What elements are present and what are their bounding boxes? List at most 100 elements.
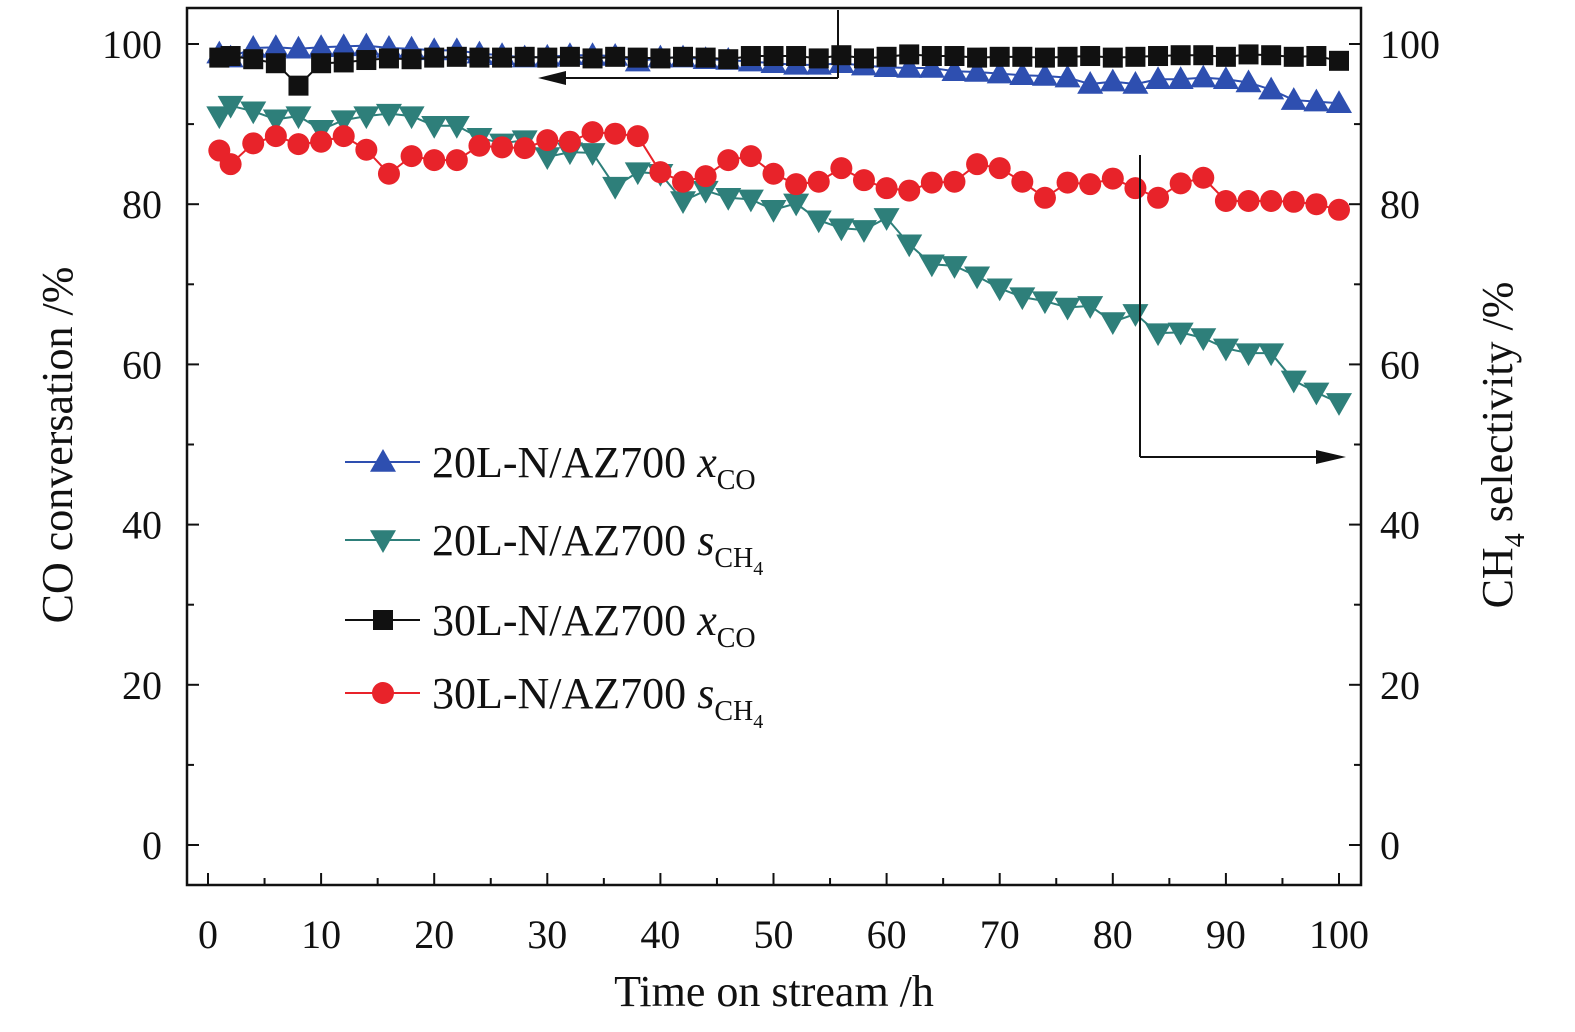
data-point (1215, 46, 1236, 67)
data-point (1303, 88, 1330, 112)
data-point (852, 169, 875, 192)
data-point (1122, 304, 1149, 327)
data-point (605, 46, 626, 67)
data-point (1145, 66, 1172, 89)
data-point (375, 103, 402, 127)
x-tick-label: 70 (980, 912, 1020, 957)
data-point (1328, 198, 1350, 221)
data-point (537, 47, 558, 68)
data-point (1077, 71, 1104, 94)
data-point (805, 210, 832, 234)
legend: 20L-N/AZ700 xCO 20L-N/AZ700 sCH4 30L-N/AZ7… (345, 438, 763, 733)
legend-marker (370, 449, 396, 472)
data-point (559, 46, 580, 67)
data-point (491, 136, 514, 159)
data-point (763, 46, 784, 67)
data-point (920, 171, 943, 194)
series-2 (206, 95, 1352, 416)
x-tick-label: 10 (301, 912, 341, 957)
data-point (1145, 323, 1172, 347)
data-point (206, 106, 233, 130)
y-left-tick-label: 40 (122, 503, 162, 548)
y-right-tick-label: 0 (1380, 823, 1400, 868)
data-point (1258, 76, 1285, 100)
data-point (830, 157, 853, 180)
x-tick-label: 50 (754, 912, 794, 957)
data-point (469, 47, 490, 68)
x-tick-label: 0 (198, 912, 218, 957)
data-point (715, 188, 742, 211)
data-point (1124, 177, 1147, 200)
data-point (220, 46, 241, 67)
series-layer (206, 32, 1352, 416)
data-point (1102, 47, 1123, 68)
data-point (807, 170, 830, 193)
legend-label-subscript: CH (714, 543, 753, 574)
data-point (377, 162, 400, 185)
x-axis-title: Time on stream /h (614, 967, 934, 1016)
legend-label: 30L-N/AZ700 xCO (432, 596, 756, 654)
data-point (875, 177, 898, 200)
data-point (876, 46, 897, 67)
legend-label-variable: x (696, 596, 717, 645)
data-point (1167, 66, 1194, 89)
series-4 (208, 121, 1350, 221)
y-left-axis-title: CO conversation /% (33, 267, 82, 624)
right-axis-arrow-head (1316, 450, 1346, 464)
data-point (1056, 171, 1079, 194)
data-point (966, 153, 989, 176)
data-point (240, 101, 267, 125)
legend-label: 30L-N/AZ700 sCH4 (432, 669, 763, 733)
data-point (446, 46, 467, 67)
data-point (1169, 172, 1192, 195)
y-right-title-base: CH (1473, 547, 1522, 608)
data-point (330, 110, 357, 134)
data-point (1033, 186, 1056, 209)
data-point (378, 48, 399, 69)
data-point (964, 59, 991, 82)
data-point (718, 49, 739, 70)
data-point (853, 48, 874, 69)
data-point (1099, 68, 1126, 92)
series-line (218, 104, 1340, 404)
data-point (739, 145, 762, 168)
data-point (332, 125, 355, 148)
data-point (265, 53, 286, 74)
data-point (1261, 45, 1282, 66)
data-point (785, 173, 808, 196)
data-point (534, 147, 561, 170)
data-point (242, 132, 265, 155)
data-point (1193, 45, 1214, 66)
data-point (941, 58, 968, 81)
data-point (356, 50, 377, 71)
y-right-tick-label: 80 (1380, 182, 1420, 227)
data-point (943, 170, 966, 193)
data-point (967, 47, 988, 68)
data-point (783, 193, 810, 217)
legend-label: 20L-N/AZ700 sCH4 (432, 516, 763, 580)
legend-label: 20L-N/AZ700 xCO (432, 438, 756, 496)
data-point (353, 32, 380, 56)
series-3 (209, 44, 1349, 96)
data-point (873, 208, 900, 231)
data-point (401, 49, 422, 70)
data-point (717, 149, 740, 172)
data-point (1237, 189, 1260, 212)
x-tick-label: 100 (1309, 912, 1369, 957)
data-point (828, 218, 855, 242)
data-point (986, 278, 1013, 302)
x-tick-label: 30 (527, 912, 567, 957)
data-point (513, 137, 536, 160)
data-point (579, 143, 606, 166)
data-point (1326, 90, 1352, 114)
data-point (514, 46, 535, 67)
axis-ticks: 0 10 20 30 40 50 60 70 80 90 100020406080100020406… (102, 22, 1440, 957)
legend-entry: 30L-N/AZ700 xCO (345, 596, 756, 654)
data-point (692, 180, 719, 204)
data-point (604, 122, 627, 145)
data-point (673, 46, 694, 67)
data-point (1280, 87, 1307, 110)
data-point (1167, 322, 1194, 346)
data-point (1077, 296, 1104, 319)
data-point (1190, 328, 1217, 351)
